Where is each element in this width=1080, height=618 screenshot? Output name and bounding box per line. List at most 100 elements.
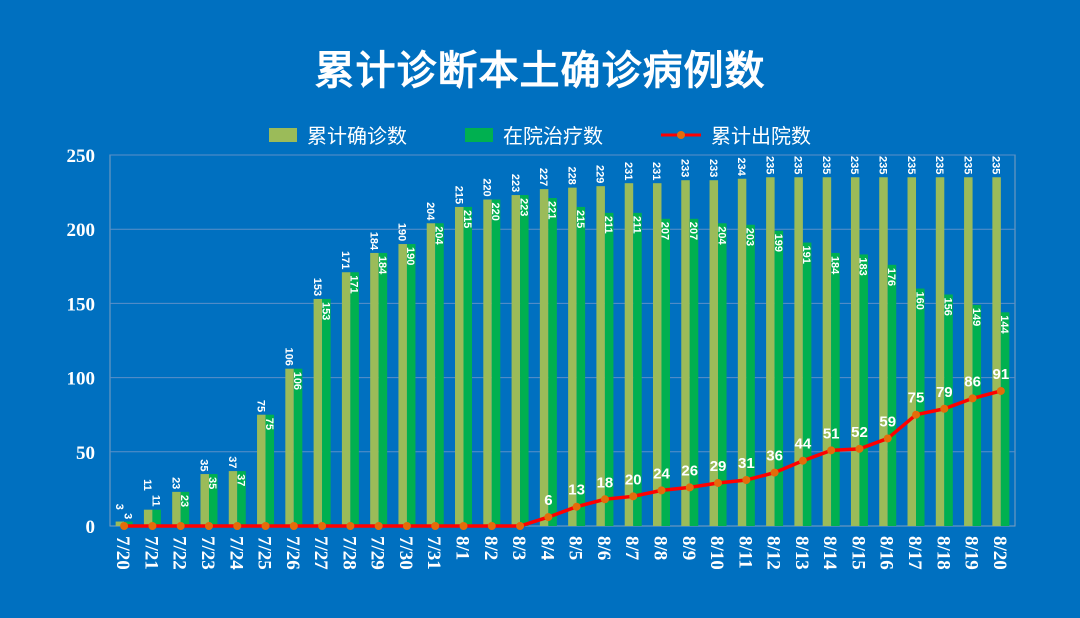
bar-label-hospital: 153 — [319, 302, 331, 320]
bar-label-confirmed: 184 — [367, 232, 379, 251]
point-discharged — [572, 502, 581, 511]
bar-label-hospital: 160 — [913, 292, 925, 310]
point-discharged — [968, 394, 977, 403]
line-label-discharged: 36 — [766, 448, 783, 465]
y-tick-label: 100 — [67, 369, 96, 390]
legend-item-hospital: 在院治疗数 — [465, 120, 603, 149]
bar-hospital — [237, 471, 246, 526]
legend-label-discharged: 累计出院数 — [711, 124, 811, 148]
line-label-discharged: 44 — [795, 436, 812, 453]
bar-confirmed — [115, 521, 125, 526]
point-discharged — [827, 446, 836, 455]
chart-title: 累计诊断本土确诊病例数 — [314, 48, 766, 94]
bar-label-hospital: 207 — [659, 222, 671, 240]
line-label-discharged: 29 — [710, 458, 727, 475]
point-discharged — [431, 522, 440, 530]
bar-confirmed — [370, 252, 379, 526]
bar-hospital — [322, 298, 331, 526]
bar-confirmed — [652, 183, 662, 527]
point-discharged — [204, 522, 213, 530]
bar-hospital — [774, 230, 784, 526]
bar-confirmed — [624, 183, 634, 527]
line-label-discharged: 75 — [908, 390, 925, 407]
bar-label-hospital: 75 — [263, 418, 275, 430]
x-tick-label: 7/26 — [282, 536, 303, 570]
x-tick-label: 8/19 — [961, 536, 982, 570]
point-discharged — [657, 486, 666, 495]
bar-confirmed — [794, 177, 803, 526]
bar-confirmed — [596, 186, 605, 526]
bar-label-confirmed: 23 — [169, 477, 181, 489]
x-tick-label: 8/7 — [621, 536, 642, 561]
bar-hospital — [802, 242, 812, 526]
legend-swatch-hospital — [465, 127, 493, 142]
point-discharged — [544, 513, 553, 522]
bar-confirmed — [539, 189, 549, 526]
bar-hospital — [576, 206, 586, 526]
bar-confirmed — [426, 223, 436, 526]
bar-confirmed — [879, 177, 888, 526]
x-tick-label: 8/9 — [678, 536, 699, 560]
x-tick-label: 7/24 — [225, 536, 246, 570]
bar-label-confirmed: 235 — [990, 156, 1002, 174]
point-discharged — [883, 434, 892, 443]
bar-hospital — [520, 195, 529, 526]
bar-label-confirmed: 234 — [735, 158, 747, 177]
bar-label-hospital: 203 — [744, 228, 756, 246]
point-discharged — [855, 444, 864, 453]
x-tick-label: 8/8 — [649, 536, 670, 560]
legend-item-discharged: 累计出院数 — [661, 120, 811, 149]
bar-label-hospital: 184 — [376, 256, 388, 275]
x-tick-label: 8/2 — [480, 536, 501, 560]
point-discharged — [600, 495, 609, 504]
legend-item-confirmed: 累计确诊数 — [269, 120, 407, 149]
bar-hospital — [491, 199, 501, 526]
line-label-discharged: 86 — [964, 373, 981, 390]
x-tick-label: 7/22 — [169, 536, 190, 570]
point-discharged — [629, 492, 638, 501]
x-tick-label: 8/13 — [791, 536, 812, 570]
bar-confirmed — [341, 272, 351, 526]
x-tick-label: 8/4 — [536, 536, 557, 561]
bar-label-hospital: 106 — [291, 372, 303, 390]
point-discharged — [685, 483, 694, 492]
bar-label-hospital: 171 — [348, 275, 360, 293]
line-label-discharged: 18 — [597, 474, 614, 491]
legend-label-hospital: 在院治疗数 — [503, 124, 603, 148]
bar-label-confirmed: 11 — [141, 479, 153, 491]
x-tick-label: 7/20 — [112, 536, 133, 570]
x-tick-label: 7/23 — [197, 536, 218, 570]
y-tick-label: 0 — [86, 517, 96, 538]
x-tick-label: 8/5 — [565, 536, 586, 560]
bar-hospital — [463, 206, 473, 526]
bar-label-hospital: 144 — [998, 315, 1010, 334]
point-discharged — [402, 522, 411, 530]
bar-label-hospital: 184 — [828, 256, 840, 275]
bar-hospital — [435, 223, 444, 526]
legend-line-discharged — [661, 130, 701, 139]
bar-label-hospital: 211 — [602, 216, 614, 234]
line-label-discharged: 31 — [738, 455, 755, 472]
bar-hospital — [350, 272, 359, 526]
point-discharged — [459, 522, 468, 530]
bar-confirmed — [737, 178, 747, 526]
bar-hospital — [831, 252, 840, 526]
bar-hospital — [604, 212, 614, 526]
bar-hospital — [1000, 312, 1010, 526]
bar-label-hospital: 23 — [178, 495, 190, 507]
x-tick-label: 8/12 — [763, 536, 784, 570]
bar-label-confirmed: 235 — [820, 156, 832, 174]
bar-label-confirmed: 235 — [792, 156, 804, 174]
x-tick-label: 7/27 — [310, 536, 331, 570]
bar-label-hospital: 211 — [630, 216, 642, 234]
point-discharged — [714, 478, 723, 487]
bar-label-hospital: 190 — [404, 247, 416, 265]
bar-label-hospital: 215 — [461, 210, 473, 228]
point-discharged — [120, 522, 129, 530]
line-label-discharged: 13 — [568, 482, 585, 499]
bar-confirmed — [935, 177, 945, 526]
bar-label-hospital: 191 — [800, 246, 812, 264]
bar-hospital — [124, 521, 133, 526]
bar-label-confirmed: 75 — [254, 400, 266, 412]
